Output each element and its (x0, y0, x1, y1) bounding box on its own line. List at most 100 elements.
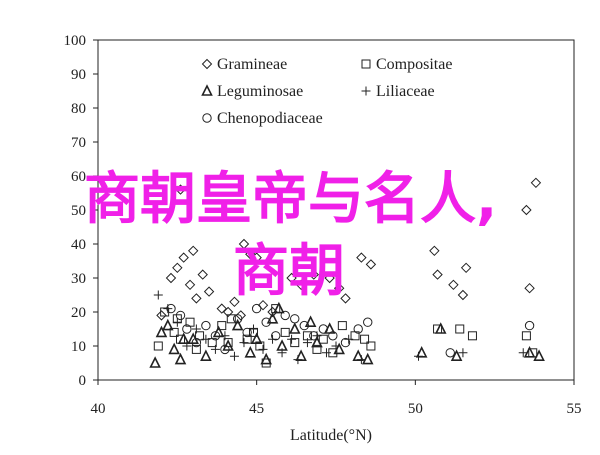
chenopodiaceae-point (340, 337, 351, 348)
chenopodiaceae-point (318, 324, 329, 334)
series-chenopodiaceae (166, 303, 535, 358)
overlay-text-line-1: 商朝皇帝与名人, (84, 167, 497, 232)
y-tick-label: 100 (64, 33, 87, 49)
y-tick-label: 90 (71, 67, 86, 83)
compositae-point (169, 327, 179, 337)
gramineae-point (229, 296, 240, 308)
gramineae-point (175, 184, 186, 195)
legend: Gramineae Compositae Leguminosae Liliaceae C… (201, 56, 452, 127)
leguminosae-point (333, 342, 345, 355)
series-liliaceae (153, 290, 528, 365)
y-tick-label: 60 (71, 169, 86, 185)
gramineae-point (432, 269, 443, 280)
leguminosae-point (200, 349, 212, 362)
overlay-text-line-2: 商朝 (233, 239, 345, 304)
legend-label: Chenopodiaceae (217, 110, 323, 127)
series-leguminosae (149, 301, 545, 368)
chenopodiaceae-point (242, 327, 252, 338)
leguminosae-point (415, 346, 428, 358)
liliaceae-point (220, 331, 230, 341)
legend-label: Leguminosae (217, 83, 303, 100)
legend-item-chenopodiaceae: Chenopodiaceae (202, 110, 323, 127)
gramineae-point (429, 245, 440, 257)
leguminosae-point (231, 318, 244, 331)
gramineae-point (308, 269, 319, 280)
leguminosae-point (533, 349, 545, 362)
liliaceae-point (321, 348, 331, 358)
chenopodiaceae-point (251, 303, 262, 314)
legend-item-leguminosae: Leguminosae (201, 83, 303, 100)
chenopodiaceae-point (210, 331, 221, 341)
compositae-point (153, 341, 163, 351)
gramineae-point (286, 272, 297, 284)
y-tick-label: 50 (71, 203, 86, 219)
compositae-point (467, 331, 477, 341)
chenopodiaceae-point (280, 310, 290, 321)
chenopodiaceae-point (290, 314, 300, 324)
liliaceae-point (201, 334, 211, 344)
liliaceae-point (277, 348, 287, 358)
chenopodiaceae-point (328, 331, 338, 341)
compositae-point (366, 341, 376, 351)
gramineae-point (172, 262, 183, 274)
liliaceae-point (258, 344, 268, 354)
data-points (149, 177, 545, 368)
gramineae-point (340, 293, 351, 304)
x-axis: 40 45 50 55 (91, 380, 582, 417)
chenopodiaceae-point (445, 348, 455, 358)
liliaceae-point (293, 355, 303, 365)
leguminosae-point (295, 349, 307, 362)
gramineae-point (235, 310, 247, 321)
liliaceae-point (356, 355, 366, 365)
chenopodiaceae-point (182, 324, 192, 334)
x-tick-label: 45 (249, 401, 264, 417)
liliaceae-point (153, 290, 163, 300)
compositae-point (521, 331, 531, 341)
gramineae-point (245, 248, 256, 260)
legend-label: Gramineae (217, 56, 287, 73)
liliaceae-point (287, 334, 297, 344)
gramineae-point (165, 272, 177, 284)
compositae-point (290, 338, 300, 348)
gramineae-point (295, 279, 307, 291)
gramineae-point (178, 252, 189, 263)
leguminosae-point (149, 356, 161, 368)
leguminosae-point (162, 318, 174, 331)
gramineae-point (156, 310, 167, 321)
compositae-point (242, 334, 252, 344)
chenopodiaceae-point (353, 324, 363, 334)
legend-item-liliaceae: Liliaceae (361, 83, 435, 100)
compositae-point (455, 324, 465, 334)
gramineae-point (457, 289, 469, 301)
liliaceae-point (248, 324, 258, 334)
legend-item-gramineae: Gramineae (201, 56, 287, 73)
y-tick-label: 70 (71, 135, 86, 151)
gramineae-point (356, 252, 367, 263)
compositae-point (312, 344, 322, 354)
leguminosae-legend-marker (201, 84, 213, 96)
gramineae-point (324, 272, 335, 284)
y-tick-label: 20 (71, 305, 86, 321)
liliaceae-point (210, 344, 220, 354)
leguminosae-point (244, 346, 257, 358)
gramineae-legend-marker (201, 58, 213, 70)
chenopodiaceae-point (175, 310, 186, 321)
y-tick-label: 40 (71, 237, 86, 253)
chenopodiaceae-point (271, 331, 281, 341)
leguminosae-point (352, 349, 365, 362)
gramineae-point (251, 252, 262, 263)
compositae-point (318, 334, 328, 344)
liliaceae-point (229, 351, 239, 361)
leguminosae-point (434, 322, 447, 334)
x-axis-title: Latitude(°N) (290, 427, 372, 444)
liliaceae-point (182, 341, 192, 351)
leguminosae-point (266, 312, 279, 324)
legend-label: Compositae (376, 56, 452, 73)
leguminosae-point (288, 322, 301, 334)
x-tick-label: 40 (91, 401, 106, 417)
x-tick-label: 50 (408, 401, 423, 417)
gramineae-point (238, 238, 250, 250)
chenopodiaceae-point (201, 320, 211, 331)
compositae-point (191, 344, 201, 354)
